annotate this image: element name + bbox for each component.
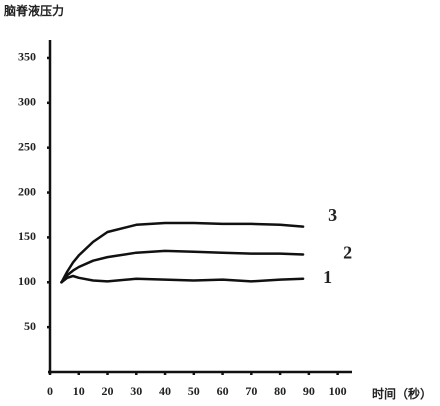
y-tick-label: 200 xyxy=(18,184,36,198)
x-tick-label: 80 xyxy=(274,384,286,398)
x-tick-label: 30 xyxy=(130,384,142,398)
x-tick-label: 40 xyxy=(159,384,171,398)
x-tick-label: 50 xyxy=(188,384,200,398)
series-label: 2 xyxy=(343,243,352,263)
x-tick-label: 90 xyxy=(303,384,315,398)
series-line xyxy=(60,274,305,284)
x-tick-label: 70 xyxy=(245,384,257,398)
y-tick-label: 250 xyxy=(18,139,36,153)
x-tick-label: 100 xyxy=(329,384,347,398)
x-tick-label: 20 xyxy=(102,384,114,398)
series-line xyxy=(60,249,305,284)
series-line xyxy=(60,221,305,284)
x-axis-label: 时间（秒） xyxy=(372,386,432,401)
y-axis-label: 脑脊液压力 xyxy=(3,3,64,18)
series-label: 3 xyxy=(328,205,337,225)
y-tick-label: 50 xyxy=(24,319,36,333)
y-tick-label: 150 xyxy=(18,229,36,243)
y-tick-label: 350 xyxy=(18,50,36,64)
x-tick-label: 60 xyxy=(217,384,229,398)
x-tick-label: 0 xyxy=(47,384,53,398)
series-label: 1 xyxy=(323,267,332,287)
y-tick-label: 100 xyxy=(18,274,36,288)
x-tick-label: 10 xyxy=(73,384,85,398)
y-tick-label: 300 xyxy=(18,95,36,109)
